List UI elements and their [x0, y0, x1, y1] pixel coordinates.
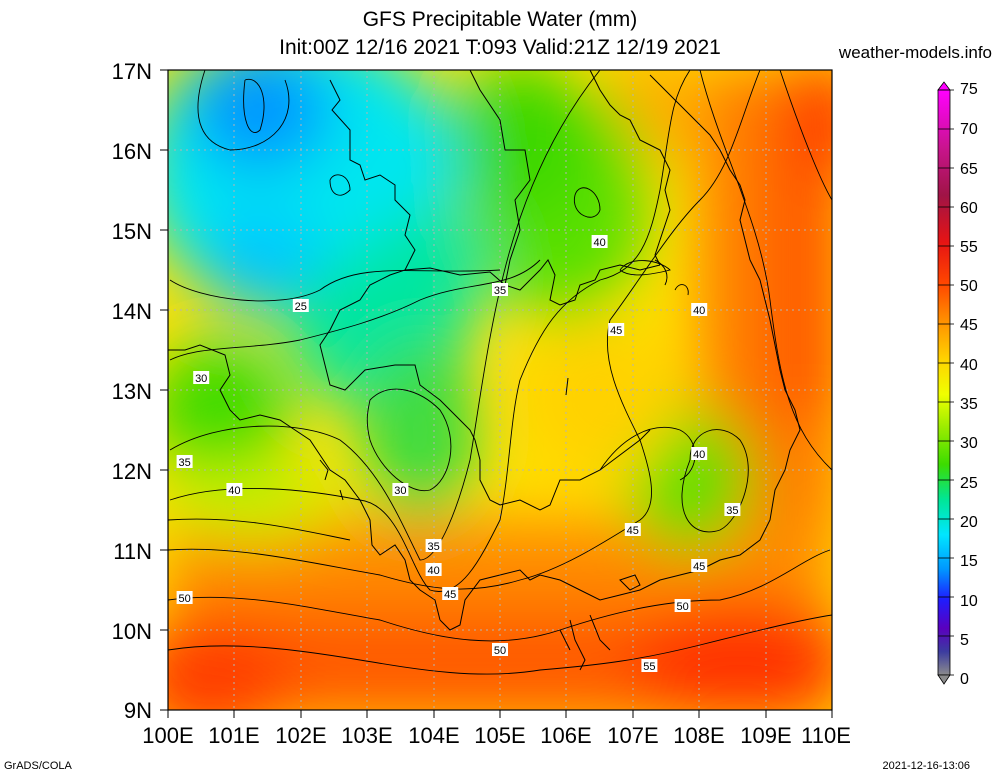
software-credit: GrADS/COLA [4, 760, 72, 772]
contour-label-bg [641, 659, 658, 672]
contour-label: 40 [693, 449, 705, 461]
lat-label: 12N [111, 459, 152, 484]
colorbar-label: 5 [960, 632, 969, 649]
lat-label: 10N [111, 619, 152, 644]
contour-label: 45 [627, 525, 639, 537]
contour-label-bg [425, 563, 442, 576]
colorbar-label: 25 [960, 475, 978, 492]
lon-label: 103E [341, 723, 393, 748]
lon-label: 110E [801, 723, 851, 748]
colorbar-label: 0 [960, 671, 969, 688]
grid-lines [168, 70, 832, 710]
contour-label: 35 [494, 285, 506, 297]
lat-label: 11N [113, 539, 152, 564]
contour-label: 50 [676, 601, 688, 613]
contour-label: 35 [178, 457, 190, 469]
borders-coastlines [168, 70, 801, 671]
contour-label-bg [442, 587, 459, 600]
generation-timestamp: 2021-12-16-13:06 [882, 760, 970, 772]
contour-label: 50 [494, 645, 506, 657]
contour-label: 45 [693, 561, 705, 573]
contour-label-bg [425, 539, 442, 552]
contour-label: 45 [444, 589, 456, 601]
axis-ticks [160, 69, 833, 718]
colorbar-label: 75 [960, 81, 978, 98]
contour-label: 50 [178, 593, 190, 605]
colorbar-label: 40 [960, 357, 978, 374]
contour-label: 35 [726, 505, 738, 517]
colorbar-label: 35 [960, 396, 978, 413]
contour-label: 40 [593, 237, 605, 249]
lon-label: 101E [208, 723, 260, 748]
contour-label-bg [492, 643, 508, 656]
contour-label-bg [176, 455, 193, 468]
contour-label: 55 [643, 661, 655, 673]
contour-labels: 25 30 35 40 50 35 40 45 40 40 35 45 45 50 55 50 30 35 40 45 [176, 235, 741, 673]
contour-label: 30 [394, 485, 406, 497]
lon-label: 105E [474, 723, 526, 748]
lon-label: 109E [740, 723, 792, 748]
contour-label: 40 [693, 305, 705, 317]
contour-label-bg [176, 591, 193, 604]
contour-label-bg [691, 303, 708, 316]
colorbar-label: 30 [960, 435, 978, 452]
contour-label-bg [591, 235, 608, 248]
lat-label: 15N [111, 219, 152, 244]
colorbar-label: 15 [960, 553, 978, 570]
colorbar-label: 45 [960, 317, 978, 334]
contour-label-bg [193, 371, 210, 384]
contour-label-bg [674, 599, 691, 612]
colorbar-label: 50 [960, 278, 978, 295]
lon-label: 108E [673, 723, 725, 748]
lat-label: 14N [111, 299, 152, 324]
colorbar-label: 60 [960, 200, 978, 217]
contour-label-bg [624, 523, 641, 536]
contour-label-bg [608, 323, 625, 336]
contour-label: 35 [427, 541, 439, 553]
lat-label: 9N [123, 698, 152, 723]
colorbar-label: 55 [960, 239, 978, 256]
contour-label-bg [226, 483, 243, 496]
lon-label: 104E [408, 723, 460, 748]
site-credit: weather-models.info [838, 43, 992, 62]
colorbar-label: 70 [960, 121, 978, 138]
contour-label: 25 [295, 301, 307, 313]
contour-label-bg [292, 299, 309, 312]
contour-label: 40 [427, 565, 439, 577]
contour-label-bg [392, 483, 409, 496]
contour-label-bg [724, 503, 741, 516]
contour-label-bg [492, 283, 508, 296]
map-subtitle: Init:00Z 12/16 2021 T:093 Valid:21Z 12/1… [279, 36, 721, 59]
map-title: GFS Precipitable Water (mm) [362, 8, 638, 31]
colorbar-label: 10 [960, 593, 978, 610]
contour-label-bg [691, 447, 708, 460]
lat-label: 17N [111, 59, 152, 84]
lon-label: 106E [540, 723, 592, 748]
contour-label-bg [691, 559, 708, 572]
lon-label: 100E [142, 723, 194, 748]
colorbar [937, 81, 954, 685]
moisture-field [168, 70, 832, 710]
contour-label: 40 [228, 485, 240, 497]
lon-label: 102E [275, 723, 327, 748]
lon-label: 107E [607, 723, 659, 748]
lat-label: 13N [111, 379, 152, 404]
lat-label: 16N [111, 139, 152, 164]
colorbar-label: 65 [960, 161, 978, 178]
colorbar-label: 20 [960, 514, 978, 531]
contour-label: 30 [195, 373, 207, 385]
contour-label: 45 [610, 325, 622, 337]
